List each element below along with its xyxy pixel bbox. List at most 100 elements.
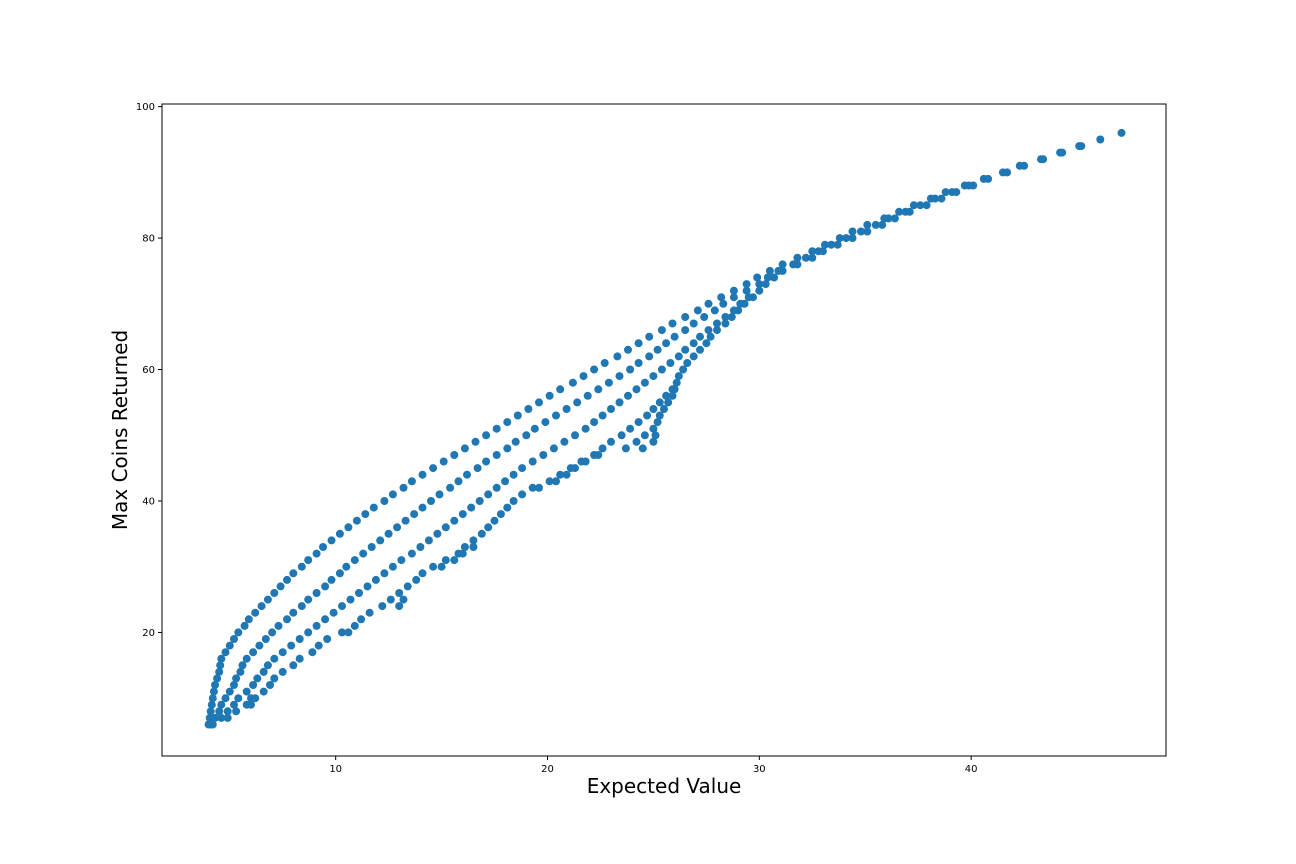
data-point <box>664 398 673 407</box>
data-point <box>571 431 579 440</box>
data-point <box>232 707 241 716</box>
data-point <box>450 451 459 459</box>
data-point <box>450 556 459 565</box>
data-point <box>350 621 359 630</box>
data-point <box>666 359 675 367</box>
data-point <box>969 181 978 190</box>
data-point <box>289 608 298 617</box>
data-point <box>941 188 950 197</box>
data-point <box>439 457 448 466</box>
data-point <box>230 635 238 643</box>
data-point <box>541 418 550 427</box>
data-point <box>765 266 774 275</box>
data-point <box>350 556 359 565</box>
data-point <box>624 391 632 400</box>
data-point <box>640 431 649 440</box>
data-point <box>1117 128 1126 137</box>
data-point <box>863 220 872 229</box>
data-point <box>833 240 842 249</box>
data-point <box>598 444 607 453</box>
data-point <box>549 444 558 453</box>
data-point <box>274 621 283 630</box>
data-point <box>689 319 698 328</box>
data-point <box>477 529 486 538</box>
data-point <box>217 700 226 709</box>
data-point <box>674 352 683 361</box>
data-point <box>613 352 622 361</box>
data-point <box>209 687 218 696</box>
data-point <box>884 214 893 223</box>
data-point <box>727 313 736 321</box>
data-point <box>721 319 730 328</box>
data-point <box>242 687 251 696</box>
data-point <box>895 207 904 216</box>
data-point <box>1077 142 1086 151</box>
data-point <box>827 240 836 249</box>
data-point <box>679 365 688 374</box>
data-point <box>388 490 397 499</box>
data-point <box>717 293 726 302</box>
data-point <box>683 359 692 367</box>
data-point <box>518 464 527 473</box>
data-point <box>511 437 520 446</box>
data-point <box>221 694 230 703</box>
data-point <box>801 253 810 262</box>
data-point <box>524 405 533 413</box>
data-point <box>931 194 940 203</box>
data-point <box>335 569 344 578</box>
data-point <box>539 451 548 459</box>
data-point <box>528 483 537 492</box>
data-point <box>395 602 404 611</box>
data-point <box>295 635 304 643</box>
data-point <box>361 510 370 519</box>
data-point <box>552 477 560 486</box>
data-point <box>308 648 317 657</box>
data-point <box>755 280 764 289</box>
data-point <box>223 713 232 722</box>
data-point <box>407 477 416 486</box>
data-point <box>509 470 518 479</box>
data-point <box>221 648 230 657</box>
data-point <box>649 424 658 433</box>
data-point <box>412 575 421 584</box>
data-point <box>482 431 491 440</box>
data-point <box>710 306 719 315</box>
data-point <box>268 628 277 637</box>
data-point <box>740 299 749 308</box>
data-point <box>749 293 757 302</box>
data-point <box>249 648 258 657</box>
data-point <box>255 641 264 650</box>
data-point <box>211 713 219 722</box>
data-point <box>225 641 234 650</box>
data-point <box>458 549 467 558</box>
data-point <box>236 667 245 676</box>
data-point <box>230 681 238 689</box>
data-point <box>492 451 501 459</box>
data-point <box>295 654 304 663</box>
data-point <box>632 385 641 394</box>
data-point <box>321 615 330 624</box>
data-point <box>672 378 681 387</box>
data-point <box>399 595 408 604</box>
data-point <box>342 562 351 571</box>
data-point <box>649 405 658 413</box>
data-point <box>278 648 287 657</box>
data-point <box>1020 161 1029 170</box>
data-point <box>259 687 268 696</box>
data-point <box>713 326 721 335</box>
data-point <box>263 661 272 670</box>
data-point <box>329 608 338 617</box>
data-point <box>696 332 704 341</box>
data-point <box>607 437 615 446</box>
x-axis-label: Expected Value <box>587 774 742 798</box>
data-point <box>552 411 560 420</box>
data-point <box>355 589 363 597</box>
data-point <box>363 582 372 591</box>
data-point <box>357 615 366 624</box>
data-point <box>304 556 313 565</box>
data-point <box>909 201 918 210</box>
data-point <box>638 444 647 453</box>
data-point <box>437 562 446 571</box>
y-ticks: 20 40 60 80 100 <box>136 102 162 639</box>
data-point <box>626 424 635 433</box>
